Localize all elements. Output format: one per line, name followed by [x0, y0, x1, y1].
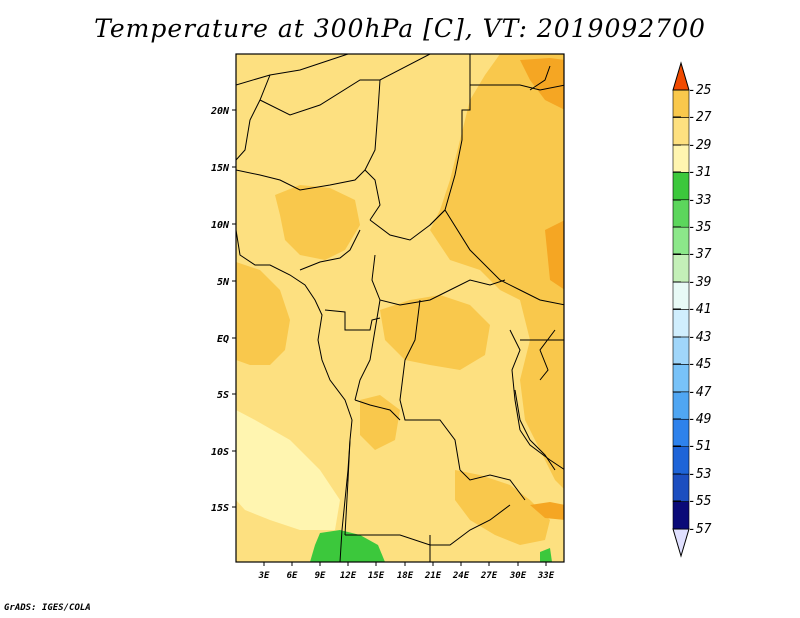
field-region-27 [520, 58, 564, 110]
lat-label: EQ [217, 334, 229, 345]
lon-label: 21E [424, 571, 442, 581]
cb-label: -39 [688, 275, 711, 290]
cb-label: -49 [688, 412, 711, 427]
lat-label: 5S [217, 390, 229, 401]
longitude-axis: 3E 6E 9E 12E 15E 18E 21E 24E 27E 30E 33E [258, 562, 555, 581]
cb-swatch [672, 281, 690, 310]
temperature-field [236, 54, 564, 562]
cb-label: -27 [688, 110, 712, 125]
lat-label: 20N [210, 106, 230, 117]
coastlines [236, 65, 556, 562]
cb-arrow-bottom [672, 528, 690, 558]
cb-swatch [672, 473, 690, 502]
cb-label: -51 [688, 439, 711, 454]
field-region-37b [540, 548, 552, 562]
cb-label: -43 [688, 330, 711, 345]
cb-label: -35 [688, 220, 712, 235]
field-region-29-congo [380, 295, 490, 370]
colorbar: -25 -27 -29 -31 -33 -35 -37 -39 -41 -43 … [672, 61, 712, 558]
cb-label: -33 [688, 193, 711, 208]
latitude-axis: 20N 15N 10N 5N EQ 5S 10S 15S [210, 106, 236, 514]
cb-label: -41 [688, 302, 711, 317]
lon-label: 9E [315, 571, 326, 581]
cb-label: -37 [688, 247, 712, 262]
field-region-33-southwest [236, 410, 340, 530]
cb-label: -57 [688, 522, 712, 537]
cb-swatch [672, 446, 690, 475]
map-frame [235, 53, 565, 563]
cb-swatch [672, 501, 690, 530]
field-region-29-nigeria [275, 185, 360, 260]
lon-label: 24E [452, 571, 470, 581]
cb-label: -25 [688, 83, 712, 98]
lon-label: 6E [287, 571, 298, 581]
lon-label: 18E [397, 571, 414, 581]
lon-label: 3E [258, 571, 270, 581]
cb-swatch [672, 117, 690, 146]
lat-label: 15S [211, 503, 229, 514]
cb-swatch [672, 254, 690, 283]
cb-swatch [672, 391, 690, 420]
field-region-29-west [236, 262, 290, 365]
cb-arrow-top [672, 61, 690, 91]
lat-label: 10N [211, 220, 230, 231]
lon-label: 15E [368, 571, 385, 581]
lon-label: 27E [480, 571, 498, 581]
cb-swatch [672, 364, 690, 393]
lon-label: 33E [537, 571, 555, 581]
cb-swatch [672, 309, 690, 338]
cb-label: -55 [688, 494, 712, 509]
lat-label: 5N [217, 277, 230, 288]
cb-swatch [672, 89, 690, 118]
field-region-29-south [455, 470, 550, 545]
cb-label: -29 [688, 138, 711, 153]
lon-label: 12E [340, 571, 357, 581]
cb-swatch [672, 144, 690, 173]
lat-label: 15N [211, 163, 230, 174]
cb-swatch [672, 336, 690, 365]
lat-label: 10S [211, 447, 229, 458]
grads-footer: GrADS: IGES/COLA [4, 603, 91, 613]
cb-label: -45 [688, 357, 712, 372]
cb-swatch [672, 172, 690, 201]
map-title: Temperature at 300hPa [C], VT: 201909270… [94, 14, 706, 43]
country-borders [236, 54, 564, 562]
cb-label: -47 [688, 385, 712, 400]
cb-swatch [672, 199, 690, 228]
lon-label: 30E [509, 571, 527, 581]
field-region-29-east [430, 54, 564, 489]
field-region-27b [545, 220, 564, 290]
field-region-29-angola [360, 395, 400, 450]
field-region-27c [530, 502, 564, 520]
field-region-37 [310, 530, 385, 562]
cb-label: -31 [688, 165, 711, 180]
cb-swatch [672, 418, 690, 447]
cb-label: -53 [688, 467, 711, 482]
cb-swatch [672, 226, 690, 255]
